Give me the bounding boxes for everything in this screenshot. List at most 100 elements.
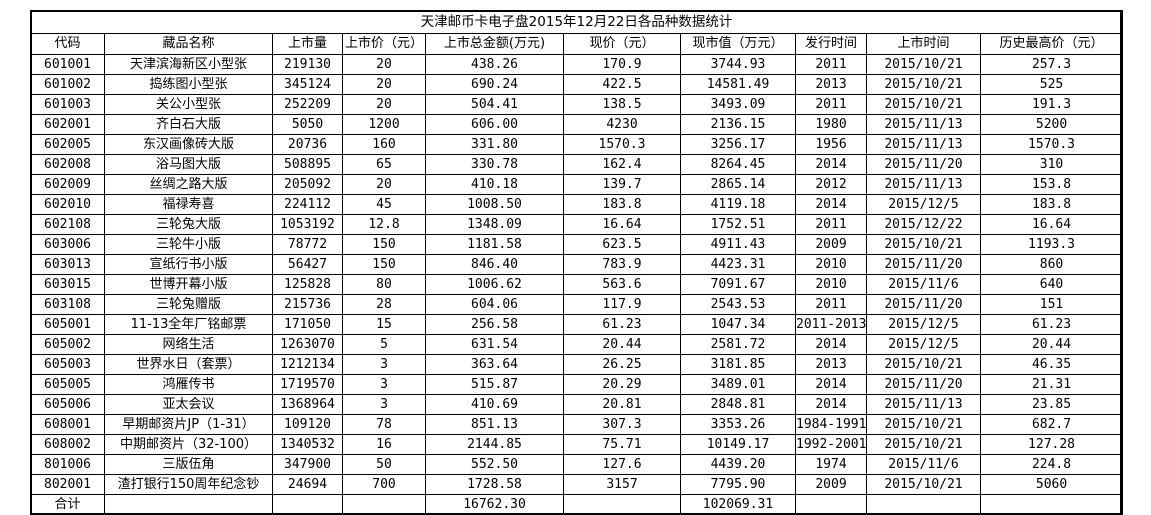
cell-r18-c3: 78 [342,414,426,435]
cell-r0-c5: 170.9 [563,54,681,75]
cell-r21-c5: 3157 [563,474,681,495]
cell-r17-c2: 1368964 [272,394,343,415]
cell-r21-c4: 1728.58 [425,474,564,495]
cell-r5-c7: 2014 [795,154,867,175]
cell-r11-c5: 563.6 [563,274,681,295]
page-title: 天津邮币卡电子盘2015年12月22日各品种数据统计 [29,10,1124,34]
cell-r6-c7: 2012 [795,174,867,195]
cell-r13-c1: 11-13全年厂铭邮票 [104,314,273,335]
cell-r16-c8: 2015/11/20 [866,374,981,395]
cell-r21-c9: 5060 [979,474,1124,495]
cell-r15-c4: 363.64 [425,354,564,375]
cell-r16-c3: 3 [342,374,426,395]
total-cell-c6: 102069.31 [680,494,796,515]
cell-r6-c2: 205092 [272,174,343,195]
cell-r1-c7: 2013 [795,74,867,95]
cell-r10-c5: 783.9 [563,254,681,275]
cell-r5-c2: 508895 [272,154,343,175]
table-title-row: 天津邮币卡电子盘2015年12月22日各品种数据统计 [29,10,1124,34]
cell-r6-c8: 2015/11/13 [866,174,981,195]
cell-r2-c1: 关公小型张 [104,94,273,115]
cell-r10-c9: 860 [979,254,1124,275]
table-row: 602001 齐白石大版 5050 1200 606.00 4230 2136.15 1980… [30,114,1124,135]
cell-r1-c3: 20 [342,74,426,95]
cell-r15-c5: 26.25 [563,354,681,375]
cell-r2-c5: 138.5 [563,94,681,115]
total-cell-c0: 合计 [30,494,105,515]
cell-r17-c1: 亚太会议 [104,394,273,415]
column-header-2: 上市量 [272,33,343,55]
cell-r0-c9: 257.3 [979,54,1124,75]
cell-r15-c2: 1212134 [272,354,343,375]
cell-r0-c2: 219130 [272,54,343,75]
cell-r21-c7: 2009 [795,474,867,495]
total-cell-c5 [563,494,681,515]
cell-r15-c1: 世界水日（套票） [104,354,273,375]
table-row: 608001 早期邮资片JP（1-31） 109120 78 851.13 307.3 33… [30,414,1124,435]
cell-r8-c1: 三轮兔大版 [104,214,273,235]
cell-r19-c7: 1992-2001 [795,434,867,455]
cell-r13-c7: 2011-2013 [795,314,867,335]
total-cell-c2 [272,494,343,515]
cell-r6-c4: 410.18 [425,174,564,195]
cell-r0-c6: 3744.93 [680,54,796,75]
cell-r12-c9: 151 [979,294,1124,315]
cell-r2-c0: 601003 [30,94,105,115]
table-row: 603108 三轮兔赠版 215736 28 604.06 117.9 2543.53 201… [30,294,1124,315]
cell-r8-c0: 602108 [30,214,105,235]
cell-r20-c8: 2015/11/6 [866,454,981,475]
cell-r9-c8: 2015/10/21 [866,234,981,255]
cell-r18-c6: 3353.26 [680,414,796,435]
cell-r9-c5: 623.5 [563,234,681,255]
cell-r21-c1: 渣打银行150周年纪念钞 [104,474,273,495]
cell-r18-c0: 608001 [30,414,105,435]
cell-r19-c1: 中期邮资片（32-100） [104,434,273,455]
cell-r15-c3: 3 [342,354,426,375]
cell-r4-c2: 20736 [272,134,343,155]
cell-r11-c8: 2015/11/6 [866,274,981,295]
cell-r20-c0: 801006 [30,454,105,475]
cell-r1-c4: 690.24 [425,74,564,95]
cell-r6-c0: 602009 [30,174,105,195]
cell-r10-c6: 4423.31 [680,254,796,275]
cell-r2-c8: 2015/10/21 [866,94,981,115]
cell-r9-c0: 603006 [30,234,105,255]
cell-r6-c3: 20 [342,174,426,195]
cell-r9-c3: 150 [342,234,426,255]
table-row: 602008 浴马图大版 508895 65 330.78 162.4 8264.45 201… [30,154,1124,175]
cell-r4-c7: 1956 [795,134,867,155]
cell-r7-c8: 2015/12/5 [866,194,981,215]
cell-r6-c5: 139.7 [563,174,681,195]
cell-r17-c8: 2015/11/13 [866,394,981,415]
cell-r15-c0: 605003 [30,354,105,375]
cell-r8-c5: 16.64 [563,214,681,235]
cell-r14-c6: 2581.72 [680,334,796,355]
cell-r16-c1: 鸿雁传书 [104,374,273,395]
cell-r9-c2: 78772 [272,234,343,255]
cell-r8-c7: 2011 [795,214,867,235]
cell-r8-c4: 1348.09 [425,214,564,235]
column-header-6: 现市值（万元） [680,33,796,55]
cell-r14-c0: 605002 [30,334,105,355]
cell-r7-c4: 1008.50 [425,194,564,215]
cell-r20-c1: 三版伍角 [104,454,273,475]
column-header-3: 上市价（元） [342,33,426,55]
cell-r4-c5: 1570.3 [563,134,681,155]
cell-r5-c9: 310 [979,154,1124,175]
table-header-row: 代码 藏品名称 上市量 上市价（元） 上市总金额(万元) 现价（元） 现市值（万元） 发行时间… [30,33,1124,55]
cell-r16-c2: 1719570 [272,374,343,395]
cell-r21-c2: 24694 [272,474,343,495]
cell-r14-c3: 5 [342,334,426,355]
cell-r0-c1: 天津滨海新区小型张 [104,54,273,75]
cell-r7-c3: 45 [342,194,426,215]
table-row: 605003 世界水日（套票） 1212134 3 363.64 26.25 3181.85… [30,354,1124,375]
cell-r5-c4: 330.78 [425,154,564,175]
column-header-5: 现价（元） [563,33,681,55]
cell-r4-c3: 160 [342,134,426,155]
cell-r17-c3: 3 [342,394,426,415]
table-row: 608002 中期邮资片（32-100） 1340532 16 2144.85 75.71… [30,434,1124,455]
cell-r6-c1: 丝绸之路大版 [104,174,273,195]
cell-r21-c3: 700 [342,474,426,495]
cell-r19-c6: 10149.17 [680,434,796,455]
table-row: 601001 天津滨海新区小型张 219130 20 438.26 170.9 3744.9… [30,54,1124,75]
